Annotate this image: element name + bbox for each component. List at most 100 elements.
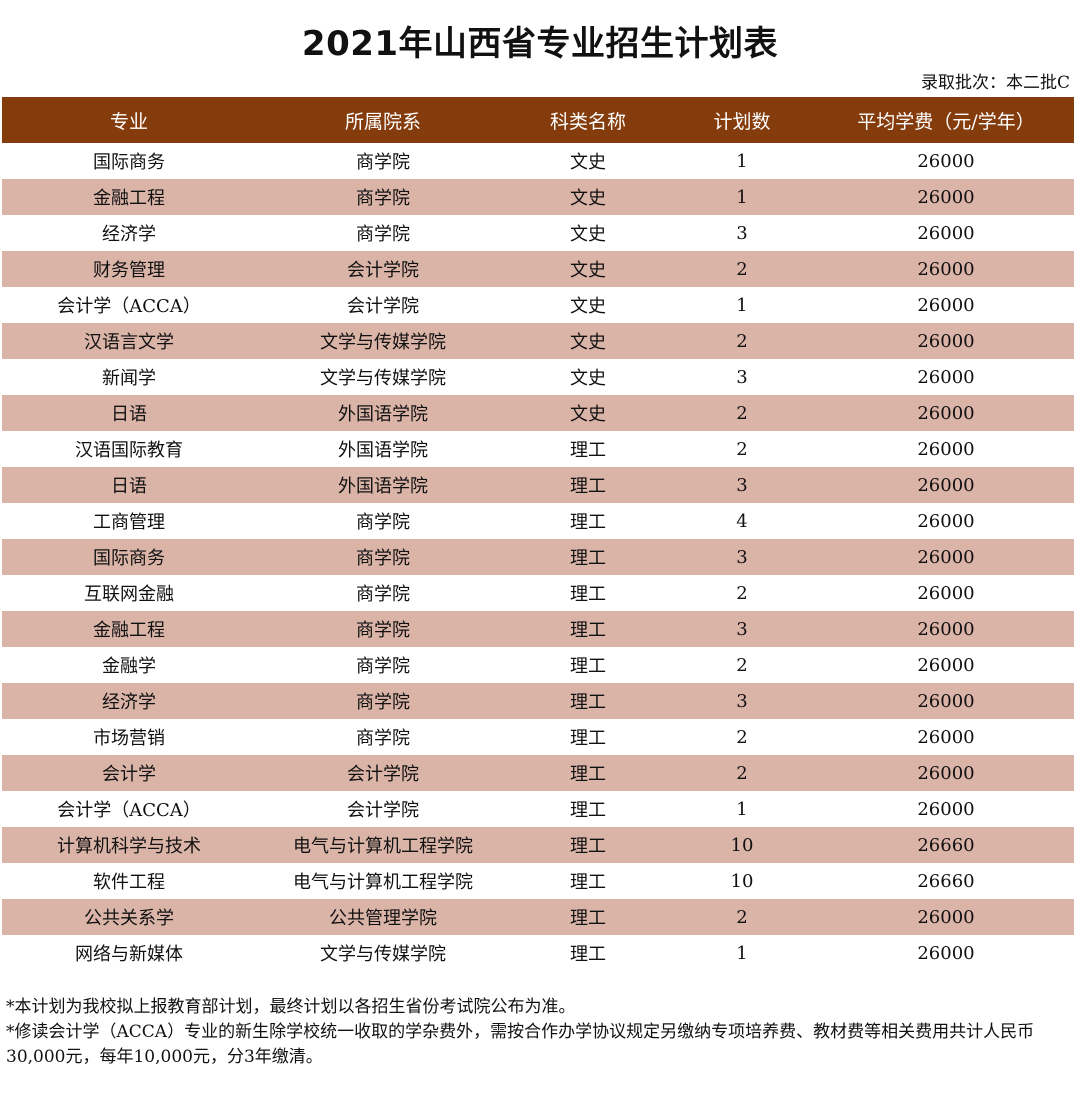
cell-major: 经济学 [2, 215, 256, 251]
cell-department: 外国语学院 [256, 467, 510, 503]
cell-plan-count: 2 [666, 755, 818, 791]
cell-category: 文史 [510, 251, 666, 287]
cell-category: 理工 [510, 719, 666, 755]
cell-major: 汉语国际教育 [2, 431, 256, 467]
cell-plan-count: 3 [666, 467, 818, 503]
cell-department: 文学与传媒学院 [256, 935, 510, 971]
cell-category: 理工 [510, 467, 666, 503]
cell-department: 商学院 [256, 215, 510, 251]
cell-major: 日语 [2, 395, 256, 431]
table-header-row: 专业 所属院系 科类名称 计划数 平均学费（元/学年） [2, 97, 1074, 143]
cell-plan-count: 2 [666, 431, 818, 467]
cell-department: 商学院 [256, 539, 510, 575]
cell-department: 外国语学院 [256, 395, 510, 431]
cell-plan-count: 10 [666, 827, 818, 863]
cell-category: 文史 [510, 287, 666, 323]
table-row: 日语 外国语学院 理工 3 26000 [2, 467, 1074, 503]
table-row: 会计学（ACCA） 会计学院 文史 1 26000 [2, 287, 1074, 323]
cell-major: 会计学（ACCA） [2, 791, 256, 827]
table-row: 经济学 商学院 理工 3 26000 [2, 683, 1074, 719]
cell-major: 计算机科学与技术 [2, 827, 256, 863]
page-title: 2021年山西省专业招生计划表 [301, 24, 779, 64]
table-row: 会计学 会计学院 理工 2 26000 [2, 755, 1074, 791]
cell-tuition: 26000 [818, 395, 1074, 431]
cell-department: 外国语学院 [256, 431, 510, 467]
cell-tuition: 26000 [818, 503, 1074, 539]
column-header-plan-count: 计划数 [666, 97, 818, 143]
table-row: 金融工程 商学院 理工 3 26000 [2, 611, 1074, 647]
table-row: 互联网金融 商学院 理工 2 26000 [2, 575, 1074, 611]
table-row: 公共关系学 公共管理学院 理工 2 26000 [2, 899, 1074, 935]
cell-category: 文史 [510, 215, 666, 251]
cell-tuition: 26000 [818, 611, 1074, 647]
cell-major: 会计学（ACCA） [2, 287, 256, 323]
cell-major: 新闻学 [2, 359, 256, 395]
cell-tuition: 26000 [818, 683, 1074, 719]
footnotes: *本计划为我校拟上报教育部计划，最终计划以各招生省份考试院公布为准。 *修读会计… [6, 995, 1072, 1070]
column-header-category: 科类名称 [510, 97, 666, 143]
cell-tuition: 26000 [818, 251, 1074, 287]
cell-plan-count: 2 [666, 647, 818, 683]
cell-major: 公共关系学 [2, 899, 256, 935]
cell-tuition: 26000 [818, 575, 1074, 611]
cell-tuition: 26000 [818, 467, 1074, 503]
cell-plan-count: 3 [666, 215, 818, 251]
cell-plan-count: 1 [666, 287, 818, 323]
table-row: 国际商务 商学院 理工 3 26000 [2, 539, 1074, 575]
cell-department: 电气与计算机工程学院 [256, 827, 510, 863]
cell-tuition: 26000 [818, 323, 1074, 359]
cell-department: 商学院 [256, 611, 510, 647]
cell-major: 工商管理 [2, 503, 256, 539]
cell-plan-count: 1 [666, 791, 818, 827]
cell-department: 会计学院 [256, 755, 510, 791]
cell-plan-count: 1 [666, 935, 818, 971]
cell-major: 网络与新媒体 [2, 935, 256, 971]
cell-category: 理工 [510, 791, 666, 827]
table-row: 日语 外国语学院 文史 2 26000 [2, 395, 1074, 431]
cell-plan-count: 2 [666, 323, 818, 359]
cell-category: 理工 [510, 683, 666, 719]
cell-tuition: 26000 [818, 359, 1074, 395]
cell-plan-count: 2 [666, 575, 818, 611]
cell-category: 文史 [510, 359, 666, 395]
cell-tuition: 26000 [818, 899, 1074, 935]
cell-plan-count: 2 [666, 251, 818, 287]
cell-category: 理工 [510, 863, 666, 899]
admission-batch-label: 录取批次：本二批C [920, 73, 1070, 93]
table-row: 会计学（ACCA） 会计学院 理工 1 26000 [2, 791, 1074, 827]
cell-department: 公共管理学院 [256, 899, 510, 935]
cell-tuition: 26000 [818, 287, 1074, 323]
cell-tuition: 26660 [818, 863, 1074, 899]
cell-department: 文学与传媒学院 [256, 359, 510, 395]
footnote: *本计划为我校拟上报教育部计划，最终计划以各招生省份考试院公布为准。 [6, 997, 576, 1017]
table-row: 金融工程 商学院 文史 1 26000 [2, 179, 1074, 215]
cell-plan-count: 3 [666, 611, 818, 647]
cell-major: 市场营销 [2, 719, 256, 755]
cell-major: 互联网金融 [2, 575, 256, 611]
cell-department: 商学院 [256, 683, 510, 719]
cell-category: 理工 [510, 827, 666, 863]
cell-plan-count: 3 [666, 539, 818, 575]
cell-plan-count: 3 [666, 359, 818, 395]
cell-plan-count: 1 [666, 179, 818, 215]
cell-plan-count: 2 [666, 395, 818, 431]
cell-category: 理工 [510, 575, 666, 611]
cell-category: 理工 [510, 431, 666, 467]
footnote: *修读会计学（ACCA）专业的新生除学校统一收取的学杂费外，需按合作办学协议规定… [6, 1022, 1035, 1067]
table-row: 工商管理 商学院 理工 4 26000 [2, 503, 1074, 539]
cell-major: 国际商务 [2, 143, 256, 179]
cell-department: 商学院 [256, 575, 510, 611]
cell-department: 文学与传媒学院 [256, 323, 510, 359]
cell-major: 金融工程 [2, 179, 256, 215]
table-row: 财务管理 会计学院 文史 2 26000 [2, 251, 1074, 287]
cell-tuition: 26000 [818, 431, 1074, 467]
cell-category: 理工 [510, 503, 666, 539]
column-header-tuition: 平均学费（元/学年） [818, 97, 1074, 143]
table-row: 网络与新媒体 文学与传媒学院 理工 1 26000 [2, 935, 1074, 971]
cell-department: 会计学院 [256, 251, 510, 287]
cell-major: 财务管理 [2, 251, 256, 287]
table-body: 国际商务 商学院 文史 1 26000 金融工程 商学院 文史 1 26000 经济学 商学院 文史 3 2… [2, 143, 1074, 971]
cell-tuition: 26000 [818, 719, 1074, 755]
cell-major: 日语 [2, 467, 256, 503]
column-header-major: 专业 [2, 97, 256, 143]
